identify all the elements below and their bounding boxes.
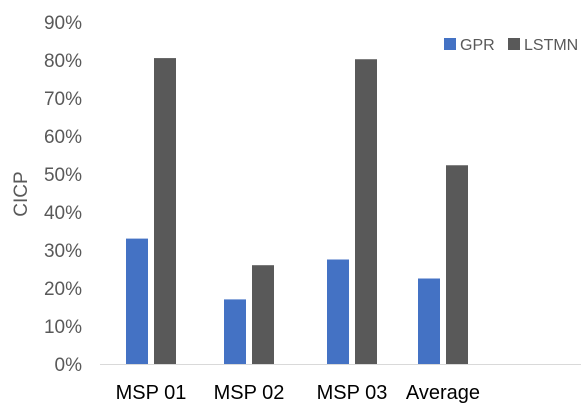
y-axis-tick-labels: 0% 10% 20% 30% 40% 50% 60% 70% 80% 90% bbox=[44, 13, 82, 376]
y-tick-label: 70% bbox=[44, 89, 82, 110]
y-tick-label: 30% bbox=[44, 241, 82, 262]
y-tick-label: 20% bbox=[44, 279, 82, 300]
legend: GPR LSTMN bbox=[444, 37, 578, 54]
x-category-label: MSP 03 bbox=[317, 382, 388, 404]
x-category-label: MSP 02 bbox=[214, 382, 285, 404]
legend-swatch-gpr bbox=[444, 38, 456, 50]
bar-lstmn-msp-02 bbox=[252, 265, 274, 364]
x-axis-category-labels: MSP 01 MSP 02 MSP 03 Average bbox=[116, 382, 480, 404]
y-tick-label: 40% bbox=[44, 203, 82, 224]
bar-lstmn-msp-01 bbox=[154, 58, 176, 364]
y-tick-label: 60% bbox=[44, 127, 82, 148]
bar-series-group bbox=[126, 58, 468, 365]
y-tick-label: 90% bbox=[44, 13, 82, 34]
legend-label-lstmn: LSTMN bbox=[524, 37, 578, 54]
y-axis-title: CICP bbox=[11, 171, 32, 216]
bar-lstmn-average bbox=[446, 165, 468, 364]
bar-gpr-msp-03 bbox=[327, 259, 349, 364]
y-tick-label: 50% bbox=[44, 165, 82, 186]
y-tick-label: 10% bbox=[44, 317, 82, 338]
y-tick-label: 80% bbox=[44, 51, 82, 72]
bar-lstmn-msp-03 bbox=[355, 59, 377, 365]
bar-gpr-average bbox=[418, 278, 440, 364]
legend-swatch-lstmn bbox=[508, 38, 520, 50]
x-category-label: Average bbox=[406, 382, 480, 404]
y-tick-label: 0% bbox=[55, 355, 83, 376]
x-category-label: MSP 01 bbox=[116, 382, 187, 404]
legend-label-gpr: GPR bbox=[460, 37, 495, 54]
bar-gpr-msp-02 bbox=[224, 299, 246, 364]
bar-gpr-msp-01 bbox=[126, 238, 148, 364]
